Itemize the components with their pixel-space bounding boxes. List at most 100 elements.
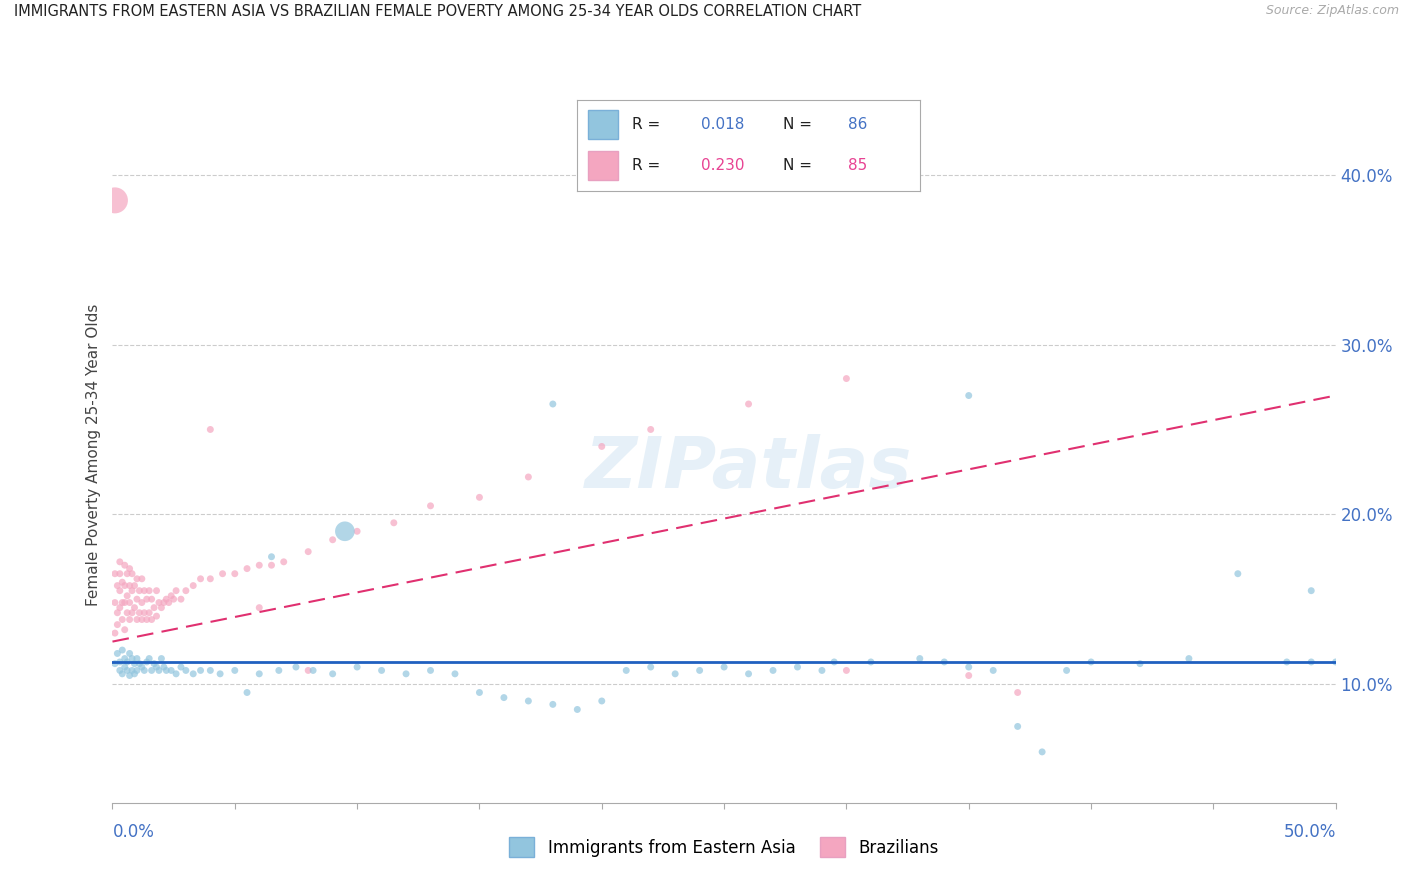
Point	[134, 664, 156, 678]
Point	[125, 664, 148, 678]
Point	[591, 694, 613, 708]
Point	[115, 655, 138, 669]
Point	[170, 592, 193, 607]
Point	[124, 600, 146, 615]
Point	[111, 666, 134, 681]
Point	[155, 664, 177, 678]
Point	[153, 596, 176, 610]
Point	[128, 657, 150, 671]
Point	[114, 578, 136, 592]
Point	[115, 664, 138, 678]
Point	[105, 647, 128, 661]
Point	[260, 558, 283, 573]
Point	[111, 613, 134, 627]
Point	[141, 664, 163, 678]
Point	[981, 664, 1004, 678]
Point	[1178, 651, 1201, 665]
Point	[115, 606, 138, 620]
Point	[224, 566, 246, 581]
Point	[181, 578, 204, 592]
Point	[541, 397, 564, 411]
Point	[148, 596, 170, 610]
Point	[150, 651, 173, 665]
Point	[124, 666, 146, 681]
Point	[108, 566, 131, 581]
Point	[541, 698, 564, 712]
Point	[247, 600, 270, 615]
Point	[640, 660, 662, 674]
Point	[190, 664, 212, 678]
Point	[135, 655, 157, 669]
Point	[160, 664, 183, 678]
Point	[121, 566, 143, 581]
Point	[160, 589, 183, 603]
Point	[108, 555, 131, 569]
Point	[737, 397, 759, 411]
Point	[124, 578, 146, 592]
Point	[664, 666, 686, 681]
Point	[209, 666, 232, 681]
Point	[333, 524, 356, 539]
Point	[346, 524, 368, 539]
Point	[1324, 655, 1347, 669]
Point	[957, 388, 980, 402]
Point	[108, 600, 131, 615]
Point	[1275, 655, 1298, 669]
Point	[370, 664, 392, 678]
Point	[105, 578, 128, 592]
Point	[145, 660, 167, 674]
Point	[155, 592, 177, 607]
Point	[273, 555, 295, 569]
Point	[153, 660, 176, 674]
Point	[141, 592, 163, 607]
Point	[134, 583, 156, 598]
Point	[236, 685, 259, 699]
Point	[138, 583, 160, 598]
Point	[128, 606, 150, 620]
Point	[689, 664, 711, 678]
Point	[260, 549, 283, 564]
Point	[150, 600, 173, 615]
Point	[322, 666, 344, 681]
Point	[143, 600, 166, 615]
Point	[224, 664, 246, 678]
Point	[614, 664, 637, 678]
Point	[145, 609, 167, 624]
Point	[118, 613, 141, 627]
Point	[165, 583, 187, 598]
Point	[165, 666, 187, 681]
Point	[104, 194, 127, 208]
Point	[444, 666, 467, 681]
Point	[111, 575, 134, 590]
Point	[135, 592, 157, 607]
Point	[567, 702, 589, 716]
Point	[957, 660, 980, 674]
Point	[108, 664, 131, 678]
Point	[322, 533, 344, 547]
Point	[1031, 745, 1053, 759]
Point	[134, 606, 156, 620]
Point	[419, 664, 441, 678]
Point	[302, 664, 325, 678]
Point	[121, 651, 143, 665]
Point	[1226, 566, 1249, 581]
Point	[737, 666, 759, 681]
Point	[1301, 583, 1323, 598]
Point	[1129, 657, 1152, 671]
Point	[157, 596, 180, 610]
Point	[247, 558, 270, 573]
Point	[104, 626, 127, 640]
Point	[114, 651, 136, 665]
Point	[114, 623, 136, 637]
Point	[135, 613, 157, 627]
Point	[121, 583, 143, 598]
Point	[468, 491, 491, 505]
Point	[114, 660, 136, 674]
Point	[1301, 655, 1323, 669]
Point	[211, 566, 233, 581]
Point	[762, 664, 785, 678]
Y-axis label: Female Poverty Among 25-34 Year Olds: Female Poverty Among 25-34 Year Olds	[86, 304, 101, 606]
Point	[174, 583, 197, 598]
Point	[141, 613, 163, 627]
Point	[200, 664, 222, 678]
